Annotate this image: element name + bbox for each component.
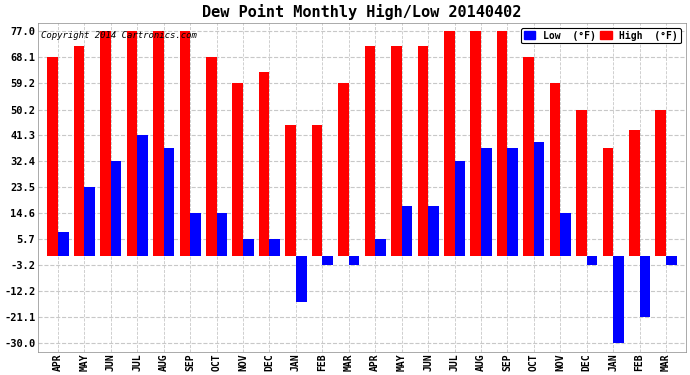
Bar bbox=[507, 148, 518, 256]
Bar bbox=[58, 232, 68, 256]
Bar bbox=[560, 213, 571, 256]
Bar bbox=[259, 72, 270, 256]
Bar bbox=[550, 83, 560, 256]
Bar bbox=[602, 148, 613, 256]
Bar bbox=[481, 148, 491, 256]
Bar bbox=[190, 213, 201, 256]
Bar bbox=[164, 148, 175, 256]
Bar bbox=[322, 256, 333, 265]
Bar bbox=[153, 32, 164, 256]
Bar bbox=[586, 256, 598, 265]
Title: Dew Point Monthly High/Low 20140402: Dew Point Monthly High/Low 20140402 bbox=[202, 4, 522, 20]
Bar bbox=[444, 32, 455, 256]
Bar bbox=[629, 130, 640, 256]
Bar bbox=[375, 239, 386, 256]
Bar bbox=[84, 187, 95, 256]
Bar bbox=[296, 256, 306, 302]
Bar bbox=[428, 206, 439, 256]
Bar bbox=[48, 57, 58, 256]
Bar bbox=[338, 83, 349, 256]
Bar bbox=[111, 161, 121, 256]
Bar bbox=[270, 239, 280, 256]
Bar bbox=[640, 256, 650, 317]
Bar bbox=[402, 206, 412, 256]
Bar bbox=[656, 110, 666, 256]
Bar bbox=[364, 46, 375, 256]
Bar bbox=[613, 256, 624, 343]
Bar bbox=[497, 32, 507, 256]
Bar bbox=[417, 46, 428, 256]
Bar bbox=[233, 83, 243, 256]
Bar bbox=[455, 161, 465, 256]
Bar bbox=[206, 57, 217, 256]
Bar bbox=[576, 110, 586, 256]
Bar bbox=[471, 32, 481, 256]
Bar bbox=[534, 141, 544, 256]
Bar bbox=[523, 57, 534, 256]
Bar bbox=[666, 256, 677, 265]
Bar bbox=[312, 124, 322, 256]
Bar bbox=[243, 239, 254, 256]
Legend: Low  (°F), High  (°F): Low (°F), High (°F) bbox=[521, 28, 681, 44]
Bar bbox=[286, 124, 296, 256]
Bar bbox=[127, 32, 137, 256]
Bar bbox=[74, 46, 84, 256]
Bar bbox=[391, 46, 402, 256]
Bar bbox=[349, 256, 359, 265]
Text: Copyright 2014 Cartronics.com: Copyright 2014 Cartronics.com bbox=[41, 31, 197, 40]
Bar bbox=[137, 135, 148, 256]
Bar bbox=[179, 32, 190, 256]
Bar bbox=[100, 32, 111, 256]
Bar bbox=[217, 213, 227, 256]
